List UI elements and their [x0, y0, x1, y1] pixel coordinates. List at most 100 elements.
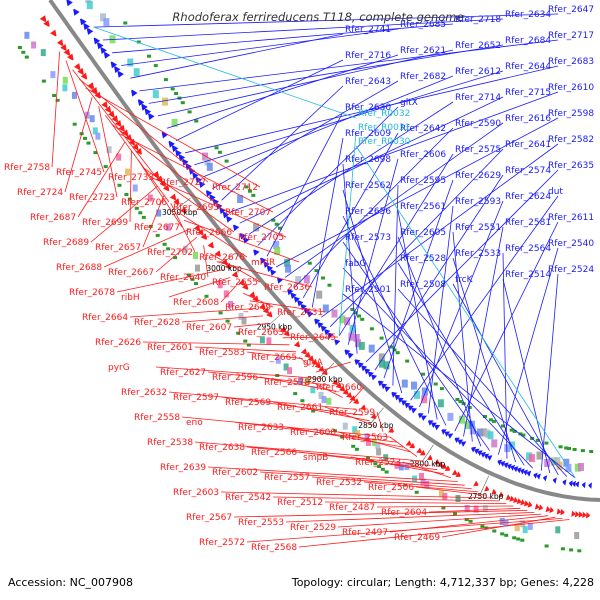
forward-gene-label-callout [239, 96, 504, 224]
gc-marker [24, 55, 29, 59]
reverse-gene-label: Rfer_2655 [212, 278, 258, 288]
reverse-gene-label: Rfer_2693 [173, 203, 219, 213]
reverse-gene-label: Rfer_2633 [238, 423, 284, 433]
reverse-gene-label: Rfer_2506 [368, 483, 414, 493]
reverse-gene-label-callout [272, 496, 500, 502]
cog-category-box [437, 399, 444, 408]
cog-category-box [447, 412, 454, 421]
cog-category-box [162, 97, 168, 106]
forward-gene-arrow [212, 198, 219, 206]
reverse-gene-label-callout [220, 491, 493, 499]
rna-gene-label-callout [93, 26, 357, 119]
kbp-tick-label: 2750 kbp [468, 492, 504, 501]
reverse-gene-arrow [283, 330, 290, 337]
reverse-gene-label-callout [177, 211, 248, 258]
reverse-gene-label: Rfer_2723 [69, 193, 115, 203]
reverse-gene-arrow [314, 362, 321, 369]
forward-gene-arrow [263, 261, 270, 268]
cog-category-box [217, 281, 223, 289]
gc-marker [354, 447, 359, 451]
reverse-gene-label: Rfer_2663 [238, 328, 284, 338]
reverse-gene-arrow [280, 326, 287, 333]
forward-gene-arrow [471, 446, 477, 453]
reverse-gene-label-callout [144, 168, 235, 233]
gc-marker [123, 21, 128, 25]
gc-marker [127, 197, 132, 201]
gc-marker [353, 311, 358, 315]
reverse-gene-label: Rfer_2628 [134, 318, 180, 328]
reverse-gene-label-callout [64, 96, 93, 193]
reverse-gene-arrow [409, 442, 415, 449]
forward-gene-label: Rfer_2612 [455, 67, 501, 77]
cog-category-box [442, 492, 448, 500]
forward-gene-label: Rfer_2642 [400, 124, 446, 134]
forward-gene-arrow [117, 71, 124, 78]
reverse-gene-arrow [339, 385, 346, 392]
gc-marker [458, 400, 463, 404]
cog-category-box [378, 353, 385, 362]
forward-gene-arrow [290, 292, 297, 299]
forward-gene-label: Rfer_2528 [400, 254, 446, 264]
forward-gene-label: fabG [345, 259, 366, 269]
reverse-gene-label: Rfer_2733 [108, 173, 154, 183]
forward-gene-label-callout [428, 205, 454, 414]
reverse-gene-label: Rfer_2597 [173, 393, 219, 403]
kbp-tick-mark [268, 310, 285, 326]
reverse-gene-label-callout [376, 411, 384, 432]
forward-gene-arrow [371, 374, 378, 381]
reverse-gene-arrow [388, 427, 394, 433]
reverse-gene-arrow [118, 124, 125, 132]
forward-gene-label-callout [342, 215, 447, 426]
reverse-gene-arrow [571, 510, 576, 517]
reverse-gene-arrow [574, 511, 579, 518]
forward-gene-arrow [80, 18, 87, 26]
forward-gene-arrow [307, 311, 314, 318]
forward-gene-label-callout [221, 85, 344, 201]
forward-gene-arrow [287, 289, 294, 296]
reverse-gene-label-callout [51, 51, 60, 168]
forward-gene-arrow [195, 176, 202, 184]
cog-category-box [358, 341, 365, 350]
reverse-gene-label-callout [216, 261, 313, 288]
reverse-gene-arrow [505, 494, 511, 501]
gc-marker [492, 529, 497, 533]
reverse-gene-label: Rfer_2649 [225, 303, 271, 313]
forward-gene-label-callout [212, 80, 399, 189]
reverse-gene-label-callout [104, 114, 170, 203]
rna-gene-label-callout [355, 145, 576, 479]
gc-marker [136, 40, 141, 44]
cog-category-box [574, 463, 581, 472]
cog-category-box [273, 240, 280, 249]
cog-category-box [40, 49, 46, 57]
forward-gene-label: Rfer_2575 [455, 145, 501, 155]
gc-marker [516, 537, 521, 541]
forward-gene-arrow [457, 439, 464, 445]
reverse-gene-arrow [121, 129, 129, 137]
rna-gene-label: Rfer_R0030 [358, 137, 411, 147]
cog-category-box [204, 157, 211, 166]
cog-category-box [368, 344, 375, 353]
rna-gene-label: Rfer_R0031 [358, 123, 410, 133]
gc-marker [468, 519, 473, 523]
forward-gene-label-callout [102, 18, 504, 41]
cog-category-box [353, 334, 360, 342]
cog-category-box [283, 363, 289, 371]
forward-gene-label: Rfer_2698 [345, 155, 391, 165]
reverse-gene-label-callout [210, 253, 261, 283]
cog-category-box [527, 522, 533, 530]
forward-gene-label: Rfer_2590 [455, 119, 501, 129]
forward-gene-arrow [582, 481, 586, 489]
cog-category-box [554, 457, 561, 466]
reverse-gene-arrow [370, 413, 377, 419]
cog-category-box [103, 18, 110, 27]
gc-marker [377, 465, 382, 468]
forward-gene-label-callout [397, 236, 482, 447]
reverse-gene-arrow [545, 506, 550, 513]
reverse-gene-label: Rfer_2568 [251, 543, 297, 553]
gc-marker [544, 441, 549, 445]
cog-category-box [253, 223, 260, 232]
forward-gene-arrow [297, 300, 304, 307]
reverse-gene-label-callout [103, 228, 191, 268]
cog-category-box [62, 84, 68, 92]
forward-gene-arrow [357, 362, 364, 369]
